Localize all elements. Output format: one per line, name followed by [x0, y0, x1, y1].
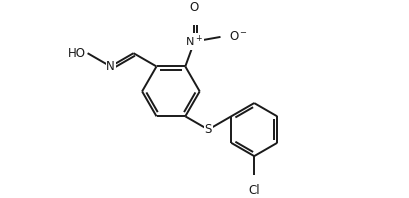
Text: HO: HO	[68, 47, 86, 60]
Text: O: O	[189, 1, 198, 14]
Text: S: S	[204, 123, 211, 136]
Text: O$^-$: O$^-$	[228, 30, 247, 43]
Text: Cl: Cl	[248, 184, 259, 197]
Text: N$^+$: N$^+$	[185, 34, 203, 49]
Text: N: N	[106, 60, 115, 73]
